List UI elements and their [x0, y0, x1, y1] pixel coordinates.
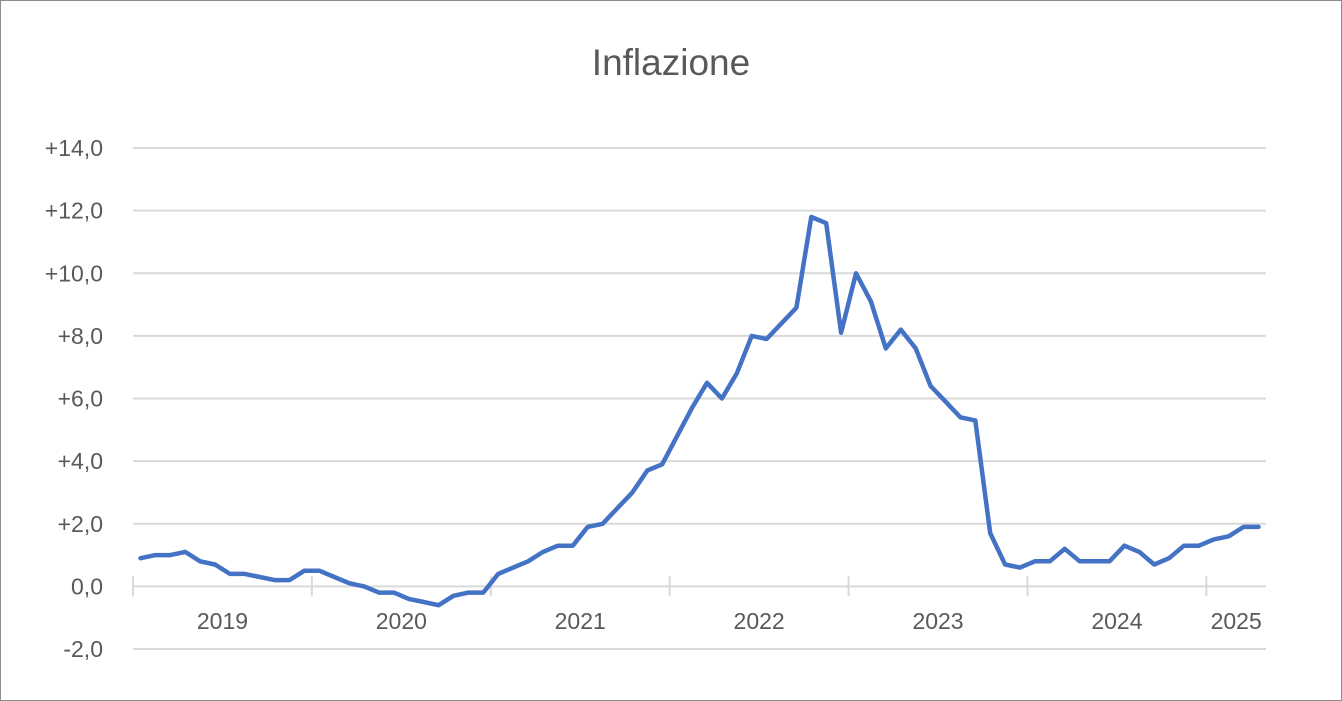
x-axis-labels: 2019 2020 2021 2022 2023 2024 2025	[197, 608, 1262, 634]
x-tick-label: 2019	[197, 608, 248, 634]
y-tick-label: 0,0	[71, 573, 103, 599]
y-tick-label: +4,0	[58, 448, 103, 474]
x-tick-label: 2025	[1211, 608, 1262, 634]
x-axis	[132, 576, 1208, 597]
series-layer	[138, 214, 1261, 608]
y-tick-label: +6,0	[58, 386, 103, 412]
y-tick-label: +14,0	[45, 135, 103, 161]
y-axis-labels: +14,0 +12,0 +10,0 +8,0 +6,0 +4,0 +2,0 0,0 -2,0	[45, 135, 103, 662]
y-tick-label: +12,0	[45, 198, 103, 224]
y-tick-label: -2,0	[63, 636, 103, 662]
chart-title: Inflazione	[591, 42, 751, 83]
x-tick-label: 2022	[734, 608, 785, 634]
x-tick-label: 2020	[376, 608, 427, 634]
x-tick-label: 2024	[1091, 608, 1142, 634]
y-tick-label: +2,0	[58, 511, 103, 537]
y-tick-label: +10,0	[45, 260, 103, 286]
y-tick-label: +8,0	[58, 323, 103, 349]
series-line	[138, 214, 1261, 608]
x-tick-label: 2023	[912, 608, 963, 634]
grid-layer	[133, 147, 1266, 650]
x-tick-label: 2021	[555, 608, 606, 634]
